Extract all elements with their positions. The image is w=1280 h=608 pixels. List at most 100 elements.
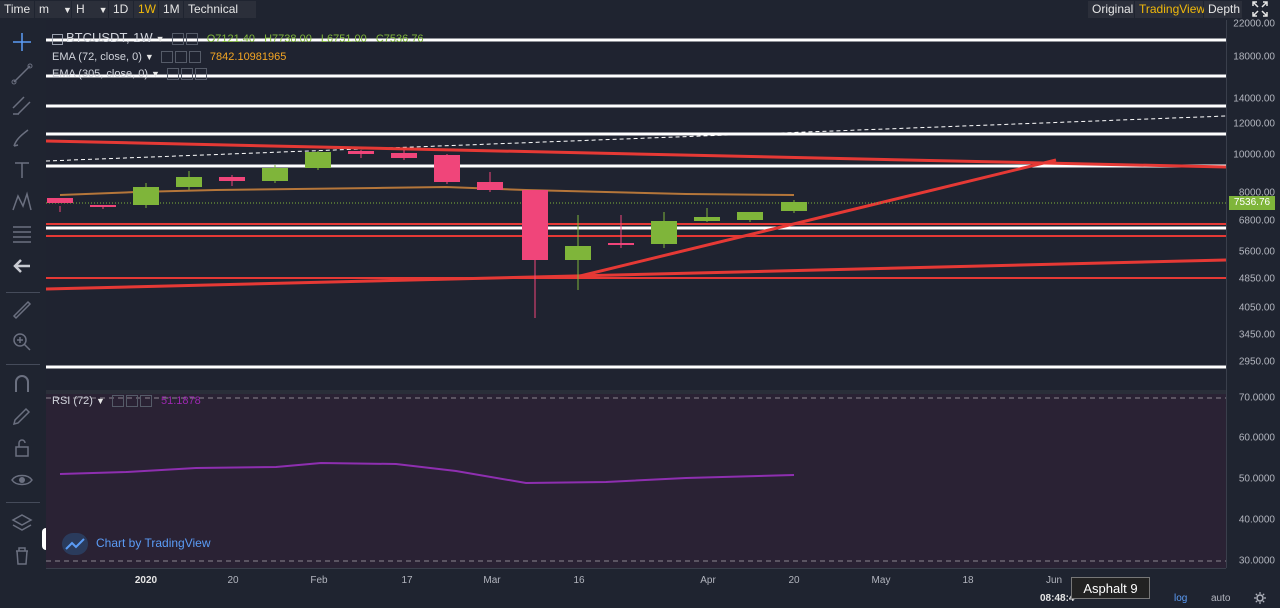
hour-label: H: [76, 2, 85, 16]
candle-body: [434, 155, 460, 182]
eye-icon[interactable]: [10, 468, 34, 492]
candle-body: [565, 246, 591, 260]
time-button[interactable]: Time: [0, 1, 34, 18]
view-depth-label: Depth: [1208, 2, 1241, 16]
price-axis-label: 10000.00: [1233, 149, 1275, 161]
fib-retracement-icon[interactable]: [10, 222, 34, 246]
text-tool-icon[interactable]: [10, 158, 34, 182]
candle-body: [608, 243, 634, 245]
zoom-in-icon[interactable]: [10, 330, 34, 354]
candle-body: [219, 177, 245, 181]
minute-label: m: [39, 2, 49, 16]
candle-body: [651, 221, 677, 244]
interval-1m-button[interactable]: 1M: [159, 1, 183, 18]
legend-controls[interactable]: [111, 395, 154, 408]
crosshair-icon[interactable]: [10, 30, 34, 54]
lock-icon[interactable]: [10, 436, 34, 460]
legend-controls[interactable]: [160, 51, 203, 64]
technical-indicators-button[interactable]: Technical Ind: [184, 1, 256, 33]
log-scale-toggle[interactable]: log: [1174, 593, 1188, 604]
magnet-icon[interactable]: [10, 372, 34, 396]
drawing-tools-sidebar: [0, 20, 47, 608]
view-tradingview-label: TradingView: [1139, 2, 1206, 16]
candle-body: [522, 190, 548, 260]
interval-1w-button[interactable]: 1W: [134, 1, 158, 18]
price-axis-label: 3450.00: [1238, 329, 1275, 341]
time-axis-label: 2020: [134, 575, 158, 586]
arrow-back-icon[interactable]: [10, 254, 34, 278]
chart-canvas[interactable]: [46, 20, 1226, 568]
candles-group: [47, 150, 807, 318]
ema305-label: EMA (305, close, 0): [52, 68, 148, 80]
fullscreen-button[interactable]: [1248, 1, 1276, 18]
time-axis-label: 17: [401, 575, 413, 586]
tradingview-logo-icon[interactable]: [62, 533, 88, 555]
time-axis-label: Jun: [1045, 575, 1063, 586]
steep-ascending-trend-line[interactable]: [575, 158, 1057, 279]
ascending-support-line[interactable]: [46, 258, 1226, 291]
view-tradingview-button[interactable]: TradingView: [1135, 1, 1206, 18]
settings-gear-icon[interactable]: [1254, 592, 1266, 604]
pane-divider[interactable]: [46, 390, 1226, 394]
ohlc-open: O7121.40: [206, 33, 256, 45]
trend-line-icon[interactable]: [10, 62, 34, 86]
auto-scale-toggle[interactable]: auto: [1211, 593, 1231, 604]
legend-controls[interactable]: [166, 68, 209, 81]
candle-body: [391, 153, 417, 158]
chevron-down-icon: ▼: [98, 5, 108, 15]
chevron-down-icon[interactable]: ▼: [151, 69, 160, 79]
ema72-value: 7842.10981965: [209, 51, 287, 63]
hour-interval-dropdown[interactable]: H ▼: [72, 1, 108, 18]
chevron-down-icon[interactable]: ▼: [155, 34, 165, 44]
view-original-button[interactable]: Original: [1088, 1, 1134, 18]
price-axis[interactable]: 22000.00 18000.00 14000.00 12000.00 1000…: [1226, 18, 1280, 568]
descending-trend-line[interactable]: [46, 139, 1226, 169]
price-axis-label: 22000.00: [1233, 18, 1275, 30]
price-axis-label: 4050.00: [1238, 302, 1275, 314]
candle-body: [781, 202, 807, 211]
price-axis-label: 8000.00: [1238, 187, 1275, 199]
tradingview-watermark[interactable]: Chart by TradingView: [96, 536, 211, 550]
ruler-icon[interactable]: [10, 298, 34, 322]
ohlc-low: L6751.00: [320, 33, 367, 45]
parallel-channel-icon[interactable]: [10, 94, 34, 118]
view-depth-button[interactable]: Depth: [1204, 1, 1242, 18]
interval-1d-button[interactable]: 1D: [109, 1, 133, 18]
legend-controls[interactable]: [171, 33, 200, 46]
minute-interval-dropdown[interactable]: m ▼: [35, 1, 72, 18]
candle-body: [694, 217, 720, 221]
interval-1w-label: 1W: [138, 2, 156, 16]
brush-icon[interactable]: [10, 126, 34, 150]
interval-1d-label: 1D: [113, 2, 129, 16]
time-axis-label: May: [871, 575, 891, 586]
time-axis[interactable]: 2020 20 Feb 17 Mar 16 Apr 20 May 18 Jun: [46, 568, 1226, 589]
rsi-axis-label: 30.0000: [1238, 555, 1275, 567]
clock-display: 08:48:4: [1040, 593, 1075, 604]
price-pane[interactable]: [46, 20, 1226, 390]
candle-body: [348, 151, 374, 154]
dashed-trend-line[interactable]: [46, 115, 1226, 162]
rsi-label: RSI (72): [52, 395, 93, 407]
rsi-value: 51.1878: [161, 395, 201, 407]
price-axis-label: 14000.00: [1233, 93, 1275, 105]
symbol-legend[interactable]: BTCUSDT, 1W ▼ O7121.40 H7738.00 L6751.00 …: [52, 30, 424, 46]
pattern-tool-icon[interactable]: [10, 190, 34, 214]
chevron-down-icon[interactable]: ▼: [95, 396, 105, 406]
stay-in-drawing-icon[interactable]: [10, 404, 34, 428]
ema305-legend[interactable]: EMA (305, close, 0) ▼: [52, 68, 213, 81]
trash-icon[interactable]: [10, 544, 34, 568]
candle-body: [305, 152, 331, 168]
candle-body: [477, 182, 503, 190]
ohlc-close: C7536.76: [375, 33, 424, 45]
layers-icon[interactable]: [10, 512, 34, 536]
rsi-legend[interactable]: RSI (72) ▼ 51.1878: [52, 395, 201, 408]
rsi-line: [59, 461, 795, 485]
price-axis-label: 4850.00: [1238, 273, 1275, 285]
chevron-down-icon[interactable]: ▼: [144, 52, 154, 62]
chevron-down-icon: ▼: [63, 5, 72, 15]
ema72-legend[interactable]: EMA (72, close, 0) ▼ 7842.10981965: [52, 51, 287, 64]
interval-1m-label: 1M: [163, 2, 180, 16]
chart-area[interactable]: BTCUSDT, 1W ▼ O7121.40 H7738.00 L6751.00 …: [46, 20, 1226, 568]
tooltip: Asphalt 9: [1071, 577, 1150, 599]
candle-body: [176, 177, 202, 187]
